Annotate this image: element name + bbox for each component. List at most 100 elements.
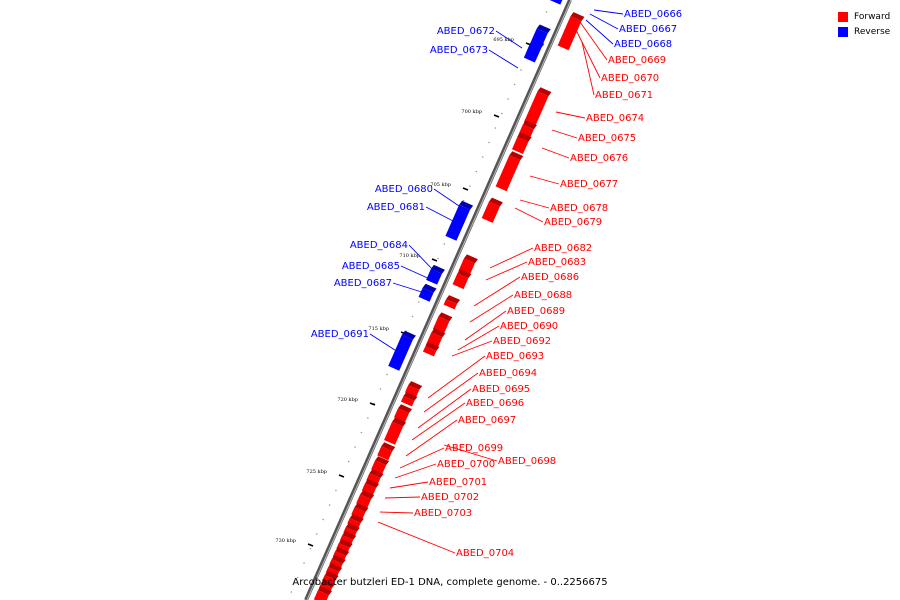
gene-label[interactable]: ABED_0687 <box>334 278 392 289</box>
gene-label[interactable]: ABED_0700 <box>437 459 495 470</box>
minor-tick-dot <box>379 388 382 390</box>
gene-label[interactable]: ABED_0693 <box>486 351 544 362</box>
gene-label[interactable]: ABED_0701 <box>429 477 487 488</box>
forward-gene-block <box>400 396 415 407</box>
label-leaders <box>369 9 624 554</box>
forward-gene-shade <box>392 417 407 427</box>
gene-label[interactable]: ABED_0685 <box>342 261 400 272</box>
reverse-gene-shade <box>459 200 474 210</box>
leader-line <box>389 481 429 489</box>
legend: Forward Reverse <box>838 9 890 39</box>
minor-tick-dot <box>513 83 516 86</box>
gene-label[interactable]: ABED_0686 <box>521 272 579 283</box>
gene-label[interactable]: ABED_0696 <box>466 398 524 409</box>
forward-gene-shade <box>522 120 537 130</box>
minor-tick-dot <box>462 199 465 202</box>
leader-line <box>384 496 421 499</box>
gene-label[interactable]: ABED_0702 <box>421 492 479 503</box>
gene-label[interactable]: ABED_0677 <box>560 179 618 190</box>
gene-label[interactable]: ABED_0703 <box>414 508 472 519</box>
forward-gene-shade <box>517 132 532 142</box>
gene-label[interactable]: ABED_0670 <box>601 73 659 84</box>
gene-label[interactable]: ABED_0671 <box>595 90 653 101</box>
scale-tick-label: 710 kbp <box>399 253 420 259</box>
gene-label[interactable]: ABED_0674 <box>586 113 644 124</box>
leader-line <box>399 447 445 469</box>
gene-labels: ABED_0666 ABED_0667 ABED_0668 ABED_0669 ABED… <box>311 9 682 559</box>
minor-tick-dot <box>296 576 299 579</box>
reverse-gene-shade <box>430 264 445 274</box>
forward-gene-block <box>313 590 329 600</box>
minor-tick-dot <box>328 504 331 506</box>
gene-label[interactable]: ABED_0683 <box>528 257 586 268</box>
minor-tick-dot <box>386 373 388 376</box>
minor-tick-dot <box>443 243 446 245</box>
minor-tick-dot <box>481 156 484 158</box>
gene-label[interactable]: ABED_0690 <box>500 321 558 332</box>
gene-label[interactable]: ABED_0688 <box>514 290 572 301</box>
leader-line <box>488 49 519 69</box>
forward-gene-shade <box>345 523 360 532</box>
leader-line <box>411 402 466 441</box>
gene-label[interactable]: ABED_0691 <box>311 329 369 340</box>
scale-tick <box>338 474 345 478</box>
gene-label[interactable]: ABED_0667 <box>619 24 677 35</box>
scale-tick-label: 730 kbp <box>275 538 296 544</box>
gene-label[interactable]: ABED_0675 <box>578 133 636 144</box>
leader-line <box>433 188 463 209</box>
gene-label[interactable]: ABED_0692 <box>493 336 551 347</box>
forward-swatch <box>838 11 848 22</box>
leader-line <box>473 276 521 307</box>
gene-label[interactable]: ABED_0680 <box>375 184 433 195</box>
leader-line <box>417 388 472 429</box>
scale-tick <box>431 258 438 262</box>
gene-label[interactable]: ABED_0676 <box>570 153 628 164</box>
forward-gene-block <box>351 507 366 520</box>
forward-gene-block <box>443 299 458 310</box>
reverse-gene-block <box>445 204 471 241</box>
gene-label[interactable]: ABED_0666 <box>624 9 682 20</box>
gene-label[interactable]: ABED_0697 <box>458 415 516 426</box>
forward-gene-shade <box>317 586 332 596</box>
gene-label[interactable]: ABED_0669 <box>608 55 666 66</box>
scale-tick <box>462 187 469 191</box>
gene-label[interactable]: ABED_0678 <box>550 203 608 214</box>
gene-label[interactable]: ABED_0672 <box>437 26 495 37</box>
genome-backbone <box>304 0 572 600</box>
forward-gene-shade <box>342 531 357 540</box>
forward-gene-shade <box>431 328 446 338</box>
forward-gene-shade <box>321 579 336 588</box>
reverse-gene-block <box>388 334 413 371</box>
reverse-gene-block <box>549 0 563 5</box>
minor-tick-dot <box>520 69 522 71</box>
leader-line <box>529 175 560 185</box>
gene-label[interactable]: ABED_0673 <box>430 45 488 56</box>
minor-tick-dot <box>316 533 318 535</box>
minor-tick-dot <box>411 315 414 318</box>
minor-tick-dot <box>367 417 369 419</box>
legend-label-reverse: Reverse <box>854 26 891 37</box>
scale-tick-label: 700 kbp <box>461 109 482 115</box>
gene-label[interactable]: ABED_0684 <box>350 240 408 251</box>
gene-label[interactable]: ABED_0698 <box>498 456 556 467</box>
gene-label[interactable]: ABED_0694 <box>479 368 537 379</box>
gene-label[interactable]: ABED_0689 <box>507 306 565 317</box>
gene-label[interactable]: ABED_0668 <box>614 39 672 50</box>
forward-gene-shade <box>335 547 350 556</box>
forward-gene-shade <box>570 12 585 22</box>
forward-gene-shade <box>338 539 353 548</box>
leader-line <box>519 199 550 209</box>
gene-label[interactable]: ABED_0704 <box>456 548 514 559</box>
gene-label[interactable]: ABED_0679 <box>544 217 602 228</box>
leader-line <box>469 294 514 323</box>
leader-line <box>427 355 486 399</box>
minor-tick-dot <box>335 489 337 492</box>
gene-label[interactable]: ABED_0682 <box>534 243 592 254</box>
gene-label[interactable]: ABED_0681 <box>367 202 425 213</box>
gene-label[interactable]: ABED_0695 <box>472 384 530 395</box>
leader-line <box>593 9 624 15</box>
leader-line <box>451 340 493 357</box>
forward-gene-block <box>557 16 582 51</box>
gene-label[interactable]: ABED_0699 <box>445 443 503 454</box>
forward-gene-shade <box>375 456 390 466</box>
